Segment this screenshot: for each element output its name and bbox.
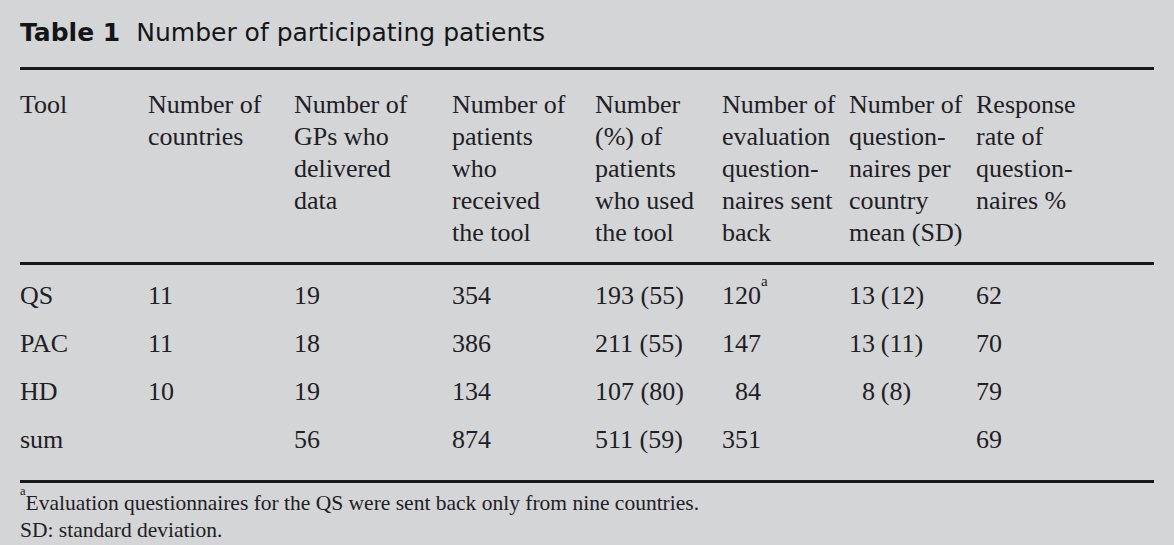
participating-patients-table: Tool Number of countries Number of GPs w… [20, 67, 1154, 483]
cell-pac-countries: 11 [148, 320, 294, 368]
table-row-hd: HD 10 19 134 107 (80) 84 8(8) 79 [20, 368, 1154, 416]
sd-value: (11) [881, 329, 923, 358]
cell-hd-used: 107 (80) [595, 368, 722, 416]
table-row-qs: QS 11 19 354 193 (55) 120a 13(12) 62 [20, 264, 1154, 321]
cell-pac-used: 211 (55) [595, 320, 722, 368]
cell-sum-response: 69 [976, 416, 1154, 482]
cell-hd-received: 134 [452, 368, 595, 416]
column-header-per-country: Number of question- naires per country m… [849, 69, 976, 264]
mean-value: 13 [849, 281, 875, 311]
cell-hd-response: 79 [976, 368, 1154, 416]
sd-value: (8) [881, 377, 911, 406]
cell-qs-countries: 11 [148, 264, 294, 321]
mean-value: 8 [849, 377, 875, 407]
column-header-received: Number of patients who received the tool [452, 69, 595, 264]
cell-qs-tool: QS [20, 264, 148, 321]
table-caption-text: Number of participating patients [136, 18, 545, 47]
cell-pac-eval: 147 [722, 320, 849, 368]
cell-qs-response: 62 [976, 264, 1154, 321]
footnote-evaluation: aEvaluation questionnaires for the QS we… [20, 490, 1154, 517]
cell-sum-tool: sum [20, 416, 148, 482]
table-row-sum: sum 56 874 511 (59) 351 69 [20, 416, 1154, 482]
cell-qs-eval: 120a [722, 264, 849, 321]
cell-pac-tool: PAC [20, 320, 148, 368]
footnote-text: Evaluation questionnaires for the QS wer… [26, 491, 699, 515]
eval-count: 120 [722, 281, 761, 311]
cell-hd-mean-sd: 8(8) [849, 368, 976, 416]
cell-sum-countries [148, 416, 294, 482]
column-header-countries: Number of countries [148, 69, 294, 264]
column-header-used: Number (%) of patients who used the tool [595, 69, 722, 264]
footnote-text: SD: standard deviation. [20, 518, 222, 542]
paper-table-figure: Table 1Number of participating patients … [0, 0, 1174, 545]
cell-sum-eval: 351 [722, 416, 849, 482]
eval-count: 147 [722, 329, 761, 359]
cell-sum-received: 874 [452, 416, 595, 482]
table-row-pac: PAC 11 18 386 211 (55) 147 13(11) 70 [20, 320, 1154, 368]
eval-count: 84 [722, 377, 761, 407]
column-header-response-rate: Response rate of question- naires % [976, 69, 1154, 264]
cell-pac-response: 70 [976, 320, 1154, 368]
cell-qs-gps: 19 [294, 264, 452, 321]
cell-hd-eval: 84 [722, 368, 849, 416]
footnote-marker-a: a [20, 484, 26, 498]
cell-hd-countries: 10 [148, 368, 294, 416]
table-caption: Table 1 Number of participating patients [20, 18, 1154, 48]
cell-pac-gps: 18 [294, 320, 452, 368]
cell-sum-mean-sd [849, 416, 976, 482]
mean-value: 13 [849, 329, 875, 359]
column-header-eval-sent: Number of evaluation question- naires se… [722, 69, 849, 264]
cell-hd-gps: 19 [294, 368, 452, 416]
cell-sum-gps: 56 [294, 416, 452, 482]
cell-qs-received: 354 [452, 264, 595, 321]
cell-sum-used: 511 (59) [595, 416, 722, 482]
eval-count: 351 [722, 425, 761, 455]
column-header-tool: Tool [20, 69, 148, 264]
cell-pac-received: 386 [452, 320, 595, 368]
footnote-marker-a: a [761, 273, 768, 289]
header-row: Tool Number of countries Number of GPs w… [20, 69, 1154, 264]
column-header-gps: Number of GPs who delivered data [294, 69, 452, 264]
sd-value: (12) [881, 281, 924, 310]
table-number: Table 1 [20, 18, 120, 47]
footnote-sd: SD: standard deviation. [20, 517, 1154, 544]
cell-qs-mean-sd: 13(12) [849, 264, 976, 321]
cell-pac-mean-sd: 13(11) [849, 320, 976, 368]
cell-qs-used: 193 (55) [595, 264, 722, 321]
cell-hd-tool: HD [20, 368, 148, 416]
table-footnotes: aEvaluation questionnaires for the QS we… [20, 490, 1154, 544]
